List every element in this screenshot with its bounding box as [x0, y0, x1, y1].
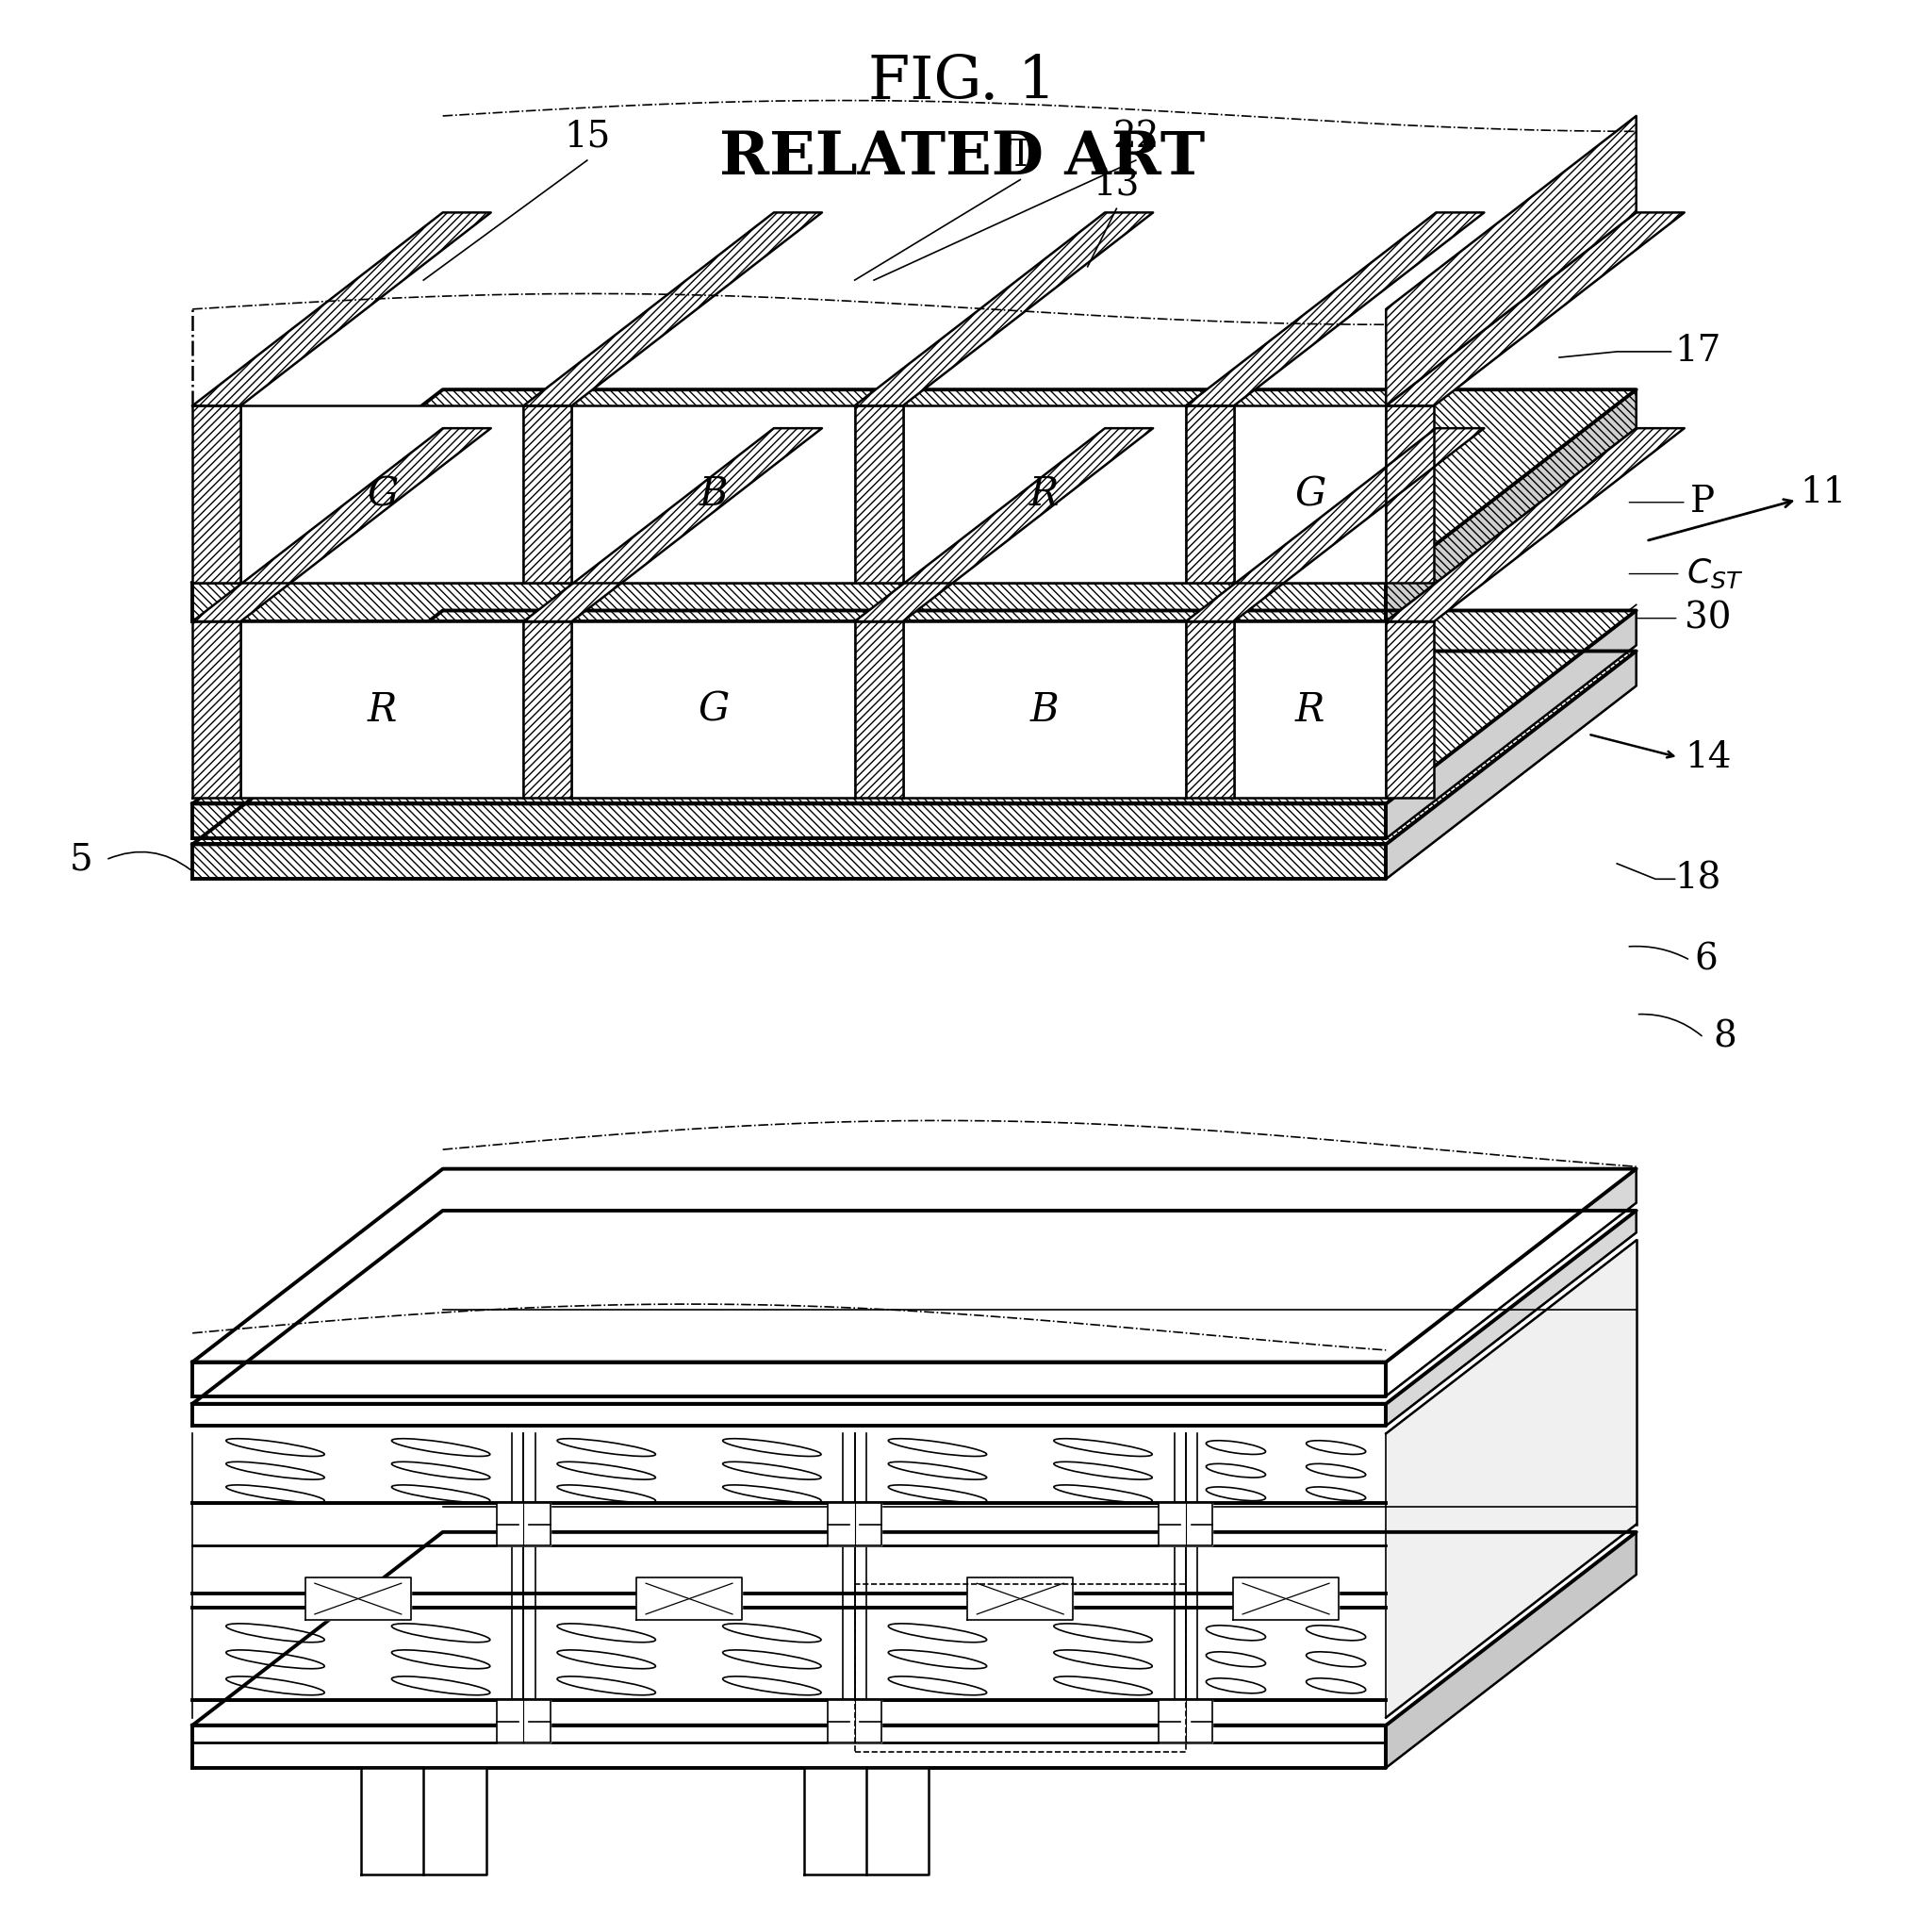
Text: RELATED ART: RELATED ART	[720, 129, 1205, 187]
Text: FIG. 1: FIG. 1	[868, 54, 1057, 112]
Polygon shape	[1186, 213, 1484, 406]
Polygon shape	[524, 622, 572, 798]
Text: T: T	[1009, 139, 1032, 174]
Text: 11: 11	[1648, 475, 1846, 541]
Polygon shape	[497, 1700, 551, 1743]
Polygon shape	[1386, 429, 1684, 622]
Text: 8: 8	[1713, 1020, 1736, 1055]
Polygon shape	[1186, 622, 1234, 798]
Polygon shape	[1386, 213, 1684, 406]
Polygon shape	[193, 1169, 1636, 1362]
Text: B: B	[699, 475, 728, 514]
Polygon shape	[855, 213, 1153, 406]
Polygon shape	[855, 622, 903, 798]
Polygon shape	[304, 1577, 410, 1619]
Polygon shape	[855, 406, 903, 583]
Polygon shape	[524, 406, 572, 583]
Polygon shape	[193, 804, 1386, 838]
Text: 17: 17	[1675, 334, 1721, 369]
Polygon shape	[903, 622, 1186, 798]
Polygon shape	[572, 622, 855, 798]
Polygon shape	[1234, 622, 1386, 798]
Polygon shape	[1386, 611, 1636, 838]
Polygon shape	[1386, 406, 1434, 583]
Text: $C_{ST}$: $C_{ST}$	[1686, 556, 1744, 591]
Text: 14: 14	[1684, 740, 1731, 775]
Text: P: P	[1690, 485, 1715, 520]
Text: 13: 13	[1093, 168, 1140, 203]
Text: 15: 15	[564, 120, 610, 155]
Text: 6: 6	[1694, 943, 1717, 978]
Polygon shape	[241, 622, 524, 798]
Text: G: G	[697, 690, 730, 730]
Polygon shape	[241, 406, 524, 583]
Polygon shape	[193, 1211, 1636, 1405]
Polygon shape	[968, 1577, 1074, 1619]
Polygon shape	[193, 611, 1636, 804]
Polygon shape	[193, 390, 1636, 583]
Polygon shape	[1232, 1577, 1338, 1619]
Polygon shape	[1386, 116, 1636, 406]
Text: R: R	[1030, 475, 1059, 514]
Polygon shape	[1234, 406, 1386, 583]
Polygon shape	[524, 213, 822, 406]
Polygon shape	[1386, 1532, 1636, 1768]
Text: B: B	[1030, 690, 1059, 730]
Polygon shape	[193, 1362, 1386, 1397]
Polygon shape	[635, 1577, 743, 1619]
Polygon shape	[828, 1503, 882, 1546]
Polygon shape	[1386, 622, 1434, 798]
Polygon shape	[497, 1503, 551, 1546]
Polygon shape	[1386, 651, 1636, 879]
Polygon shape	[1159, 1503, 1213, 1546]
Polygon shape	[193, 429, 491, 622]
Polygon shape	[903, 406, 1186, 583]
Text: R: R	[1296, 690, 1324, 730]
Polygon shape	[1386, 390, 1636, 622]
Polygon shape	[362, 1768, 485, 1874]
Text: G: G	[366, 475, 398, 514]
Text: R: R	[368, 690, 397, 730]
Text: 22: 22	[1113, 120, 1159, 155]
Polygon shape	[1186, 429, 1484, 622]
Text: 18: 18	[1675, 862, 1721, 896]
Polygon shape	[193, 1532, 1636, 1725]
Text: 5: 5	[69, 842, 92, 877]
Polygon shape	[1386, 1240, 1636, 1718]
Polygon shape	[1386, 1169, 1636, 1397]
Polygon shape	[193, 213, 491, 406]
Polygon shape	[193, 406, 241, 583]
Text: G: G	[1294, 475, 1326, 514]
Polygon shape	[1386, 1211, 1636, 1426]
Polygon shape	[524, 429, 822, 622]
Polygon shape	[193, 1405, 1386, 1426]
Polygon shape	[193, 651, 1636, 844]
Polygon shape	[193, 583, 1386, 622]
Polygon shape	[1186, 406, 1234, 583]
Polygon shape	[193, 622, 241, 798]
Text: 30: 30	[1684, 601, 1731, 636]
Polygon shape	[805, 1768, 930, 1874]
Polygon shape	[828, 1700, 882, 1743]
Polygon shape	[572, 406, 855, 583]
Polygon shape	[855, 429, 1153, 622]
Polygon shape	[193, 844, 1386, 879]
Polygon shape	[1159, 1700, 1213, 1743]
Polygon shape	[193, 1725, 1386, 1768]
